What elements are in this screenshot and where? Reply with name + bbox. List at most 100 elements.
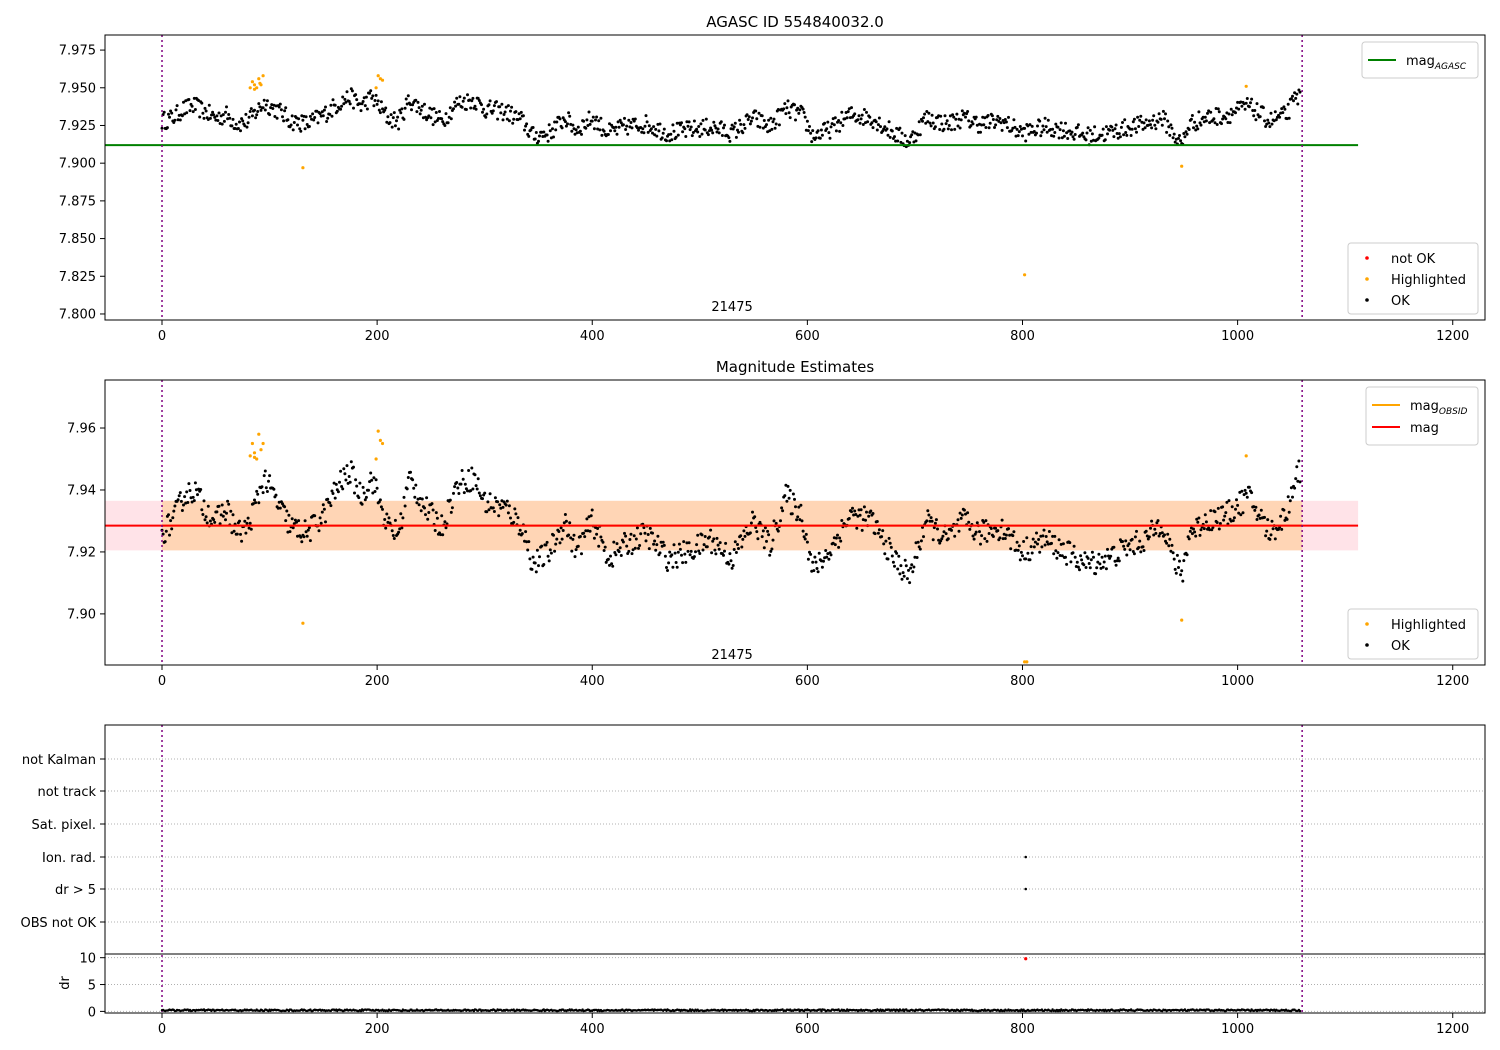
- ok-point: [685, 120, 689, 124]
- ok-point: [857, 114, 861, 118]
- ok-point: [298, 127, 302, 131]
- ok-point: [753, 515, 757, 519]
- ok-point: [232, 529, 236, 533]
- ok-point: [1197, 516, 1201, 520]
- ok-point: [1185, 553, 1189, 557]
- ok-point: [1157, 534, 1161, 538]
- ok-point: [1170, 543, 1174, 547]
- ok-point: [350, 89, 354, 93]
- highlighted-point: [259, 448, 263, 452]
- ok-point: [754, 109, 758, 113]
- ok-point: [1135, 529, 1138, 533]
- ok-point: [802, 111, 806, 114]
- ok-point: [869, 509, 873, 513]
- ok-point: [1258, 115, 1262, 119]
- ok-point: [192, 499, 196, 503]
- ok-point: [999, 121, 1003, 125]
- ok-point: [354, 93, 358, 97]
- ok-point: [611, 564, 615, 568]
- ok-point: [1215, 123, 1219, 126]
- ok-point: [1245, 97, 1249, 100]
- ok-point: [540, 544, 544, 548]
- ok-point: [1194, 534, 1198, 538]
- ok-point: [813, 555, 817, 559]
- ok-point: [320, 510, 324, 514]
- ok-point: [665, 566, 668, 569]
- ok-point: [910, 563, 914, 567]
- ok-point: [1104, 567, 1108, 571]
- ok-point: [457, 492, 461, 495]
- ok-point: [651, 531, 654, 535]
- ok-point: [876, 123, 880, 127]
- ok-point: [998, 536, 1002, 540]
- ok-point: [438, 110, 441, 113]
- ok-point: [341, 487, 345, 491]
- ok-point: [411, 103, 415, 107]
- ok-point: [1061, 542, 1065, 546]
- ok-point: [600, 133, 604, 137]
- ok-point: [767, 118, 771, 122]
- ok-point: [558, 541, 562, 545]
- ok-point: [419, 509, 423, 513]
- ok-point: [570, 129, 574, 133]
- ok-point: [1296, 102, 1300, 106]
- ok-point: [858, 513, 862, 517]
- ok-point: [399, 512, 403, 516]
- ok-point: [1084, 566, 1088, 569]
- ok-point: [705, 545, 709, 549]
- ok-point: [249, 107, 253, 111]
- ok-point: [1030, 124, 1034, 128]
- ok-point: [283, 109, 287, 113]
- highlighted-point: [1023, 273, 1027, 277]
- ok-point: [179, 499, 183, 503]
- ok-point: [1041, 124, 1045, 128]
- ok-point: [231, 513, 235, 517]
- ok-point: [1088, 566, 1092, 570]
- ok-point: [215, 510, 219, 514]
- flag-label: Ion. rad.: [42, 851, 96, 866]
- x-tick-label: 1200: [1436, 1022, 1469, 1037]
- ok-point: [755, 117, 759, 121]
- legend-point-label: OK: [1391, 639, 1410, 654]
- ok-point: [440, 514, 444, 518]
- ok-point: [754, 526, 758, 529]
- ok-point: [355, 484, 359, 488]
- ok-point: [163, 540, 167, 544]
- ok-point: [1153, 123, 1157, 127]
- estimates-lines: [105, 380, 1359, 665]
- ok-point: [1190, 114, 1194, 117]
- highlighted-point: [1244, 454, 1248, 458]
- ok-point: [1245, 495, 1249, 499]
- ok-point: [1169, 549, 1173, 553]
- highlighted-point: [248, 454, 252, 458]
- highlighted-point: [301, 621, 305, 625]
- ok-point: [590, 508, 594, 512]
- flag-label: dr > 5: [55, 883, 96, 898]
- ok-point: [960, 513, 964, 517]
- y-tick-label: 7.875: [59, 194, 96, 209]
- ok-point: [383, 518, 387, 521]
- ok-point: [203, 518, 207, 522]
- ok-point: [987, 532, 991, 535]
- ok-point: [1022, 540, 1026, 543]
- ok-point: [850, 510, 853, 514]
- legend-point-label: Highlighted: [1391, 618, 1466, 633]
- ok-point: [400, 107, 404, 111]
- ok-point: [1199, 528, 1203, 532]
- ok-point: [485, 112, 489, 116]
- ok-point: [617, 550, 621, 554]
- ok-point: [1293, 486, 1297, 490]
- ok-point: [255, 489, 259, 493]
- ok-point: [255, 113, 259, 117]
- ok-point: [1203, 513, 1207, 517]
- ok-point: [895, 126, 899, 130]
- ok-point: [1047, 530, 1051, 533]
- ok-point: [507, 504, 511, 508]
- agasc-title: AGASC ID 554840032.0: [706, 13, 884, 31]
- ok-point: [345, 90, 349, 94]
- ok-point: [345, 464, 349, 468]
- ok-point: [333, 103, 337, 107]
- ok-point: [473, 473, 477, 477]
